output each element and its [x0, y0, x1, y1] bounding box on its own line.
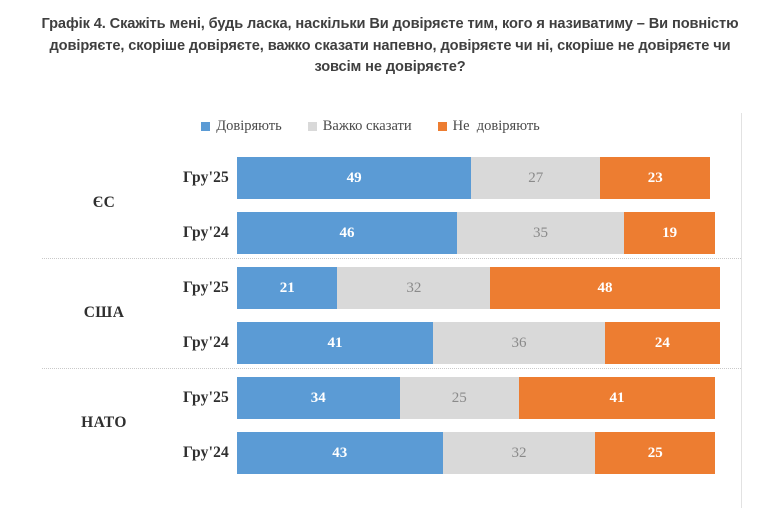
legend-item-label: Важко сказати	[322, 118, 412, 134]
stacked-bar: 34 25 41	[237, 377, 715, 419]
segment-trust: 21	[237, 267, 338, 309]
segment-value-label: 48	[597, 279, 613, 296]
bar-row: Гру'24 41 36 24	[0, 322, 741, 364]
bar-category-label: Гру'24	[182, 224, 229, 241]
chart-group: НАТО Гру'25 34 25 41 Гру'24 43 32 25	[0, 368, 741, 478]
segment-value-label: 27	[528, 169, 544, 186]
segment-value-label: 36	[511, 334, 527, 351]
chart-legend: Довіряють Важко сказати Не довіряють	[0, 118, 741, 135]
legend-item[interactable]: Не довіряють	[437, 118, 540, 135]
bar-row: Гру'24 43 32 25	[0, 432, 741, 474]
segment-value-label: 35	[533, 224, 549, 241]
square-swatch-icon	[437, 122, 447, 131]
segment-value-label: 25	[451, 389, 467, 406]
segment-value-label: 32	[511, 444, 527, 461]
segment-value-label: 43	[332, 444, 348, 461]
segment-trust: 46	[237, 212, 457, 254]
segment-value-label: 32	[406, 279, 422, 296]
chart-title-block: Графік 4. Скажіть мені, будь ласка, наск…	[28, 0, 752, 79]
legend-item-label: Довіряють	[216, 118, 282, 134]
segment-distrust: 41	[519, 377, 715, 419]
group-label: ЄС	[92, 194, 116, 211]
page-title: Графік 4. Скажіть мені, будь ласка, наск…	[41, 16, 739, 76]
bar-row: Гру'25 49 27 23	[0, 157, 741, 199]
segment-trust: 49	[237, 157, 472, 199]
segment-value-label: 25	[647, 444, 663, 461]
bar-category-label: Гру'24	[182, 444, 229, 461]
bar-category-label: Гру'24	[182, 334, 229, 351]
stacked-bar: 21 32 48	[237, 267, 720, 309]
segment-trust: 34	[237, 377, 400, 419]
legend-item-label: Не довіряють	[452, 118, 540, 134]
segment-distrust: 19	[624, 212, 715, 254]
segment-hard-to-say: 32	[442, 432, 596, 474]
segment-distrust: 23	[600, 157, 711, 199]
square-swatch-icon	[201, 122, 211, 131]
segment-distrust: 48	[490, 267, 720, 309]
segment-hard-to-say: 35	[456, 212, 625, 254]
segment-value-label: 34	[310, 389, 326, 406]
legend-item[interactable]: Важко сказати	[307, 118, 412, 135]
segment-value-label: 21	[279, 279, 295, 296]
chart-group: США Гру'25 21 32 48 Гру'24 41 36 24	[0, 258, 741, 368]
chart-area: Довіряють Важко сказати Не довіряють ЄС Гру…	[0, 104, 780, 515]
group-separator	[42, 258, 741, 259]
segment-trust: 41	[237, 322, 433, 364]
segment-hard-to-say: 32	[337, 267, 491, 309]
stacked-bar: 49 27 23	[237, 157, 715, 199]
group-label: НАТО	[81, 414, 127, 431]
chart-plot: ЄС Гру'25 49 27 23 Гру'24 46 35 19 США Гру'25 21 32 4…	[0, 148, 741, 508]
bar-category-label: Гру'25	[182, 169, 229, 186]
segment-value-label: 19	[662, 224, 678, 241]
segment-hard-to-say: 25	[399, 377, 520, 419]
segment-value-label: 49	[346, 169, 362, 186]
segment-value-label: 24	[654, 334, 670, 351]
stacked-bar: 46 35 19	[237, 212, 715, 254]
segment-trust: 43	[237, 432, 443, 474]
group-separator	[42, 368, 741, 369]
segment-hard-to-say: 27	[471, 157, 601, 199]
chart-group: ЄС Гру'25 49 27 23 Гру'24 46 35 19	[0, 148, 741, 258]
chart-right-border	[741, 113, 742, 508]
segment-value-label: 23	[647, 169, 663, 186]
segment-value-label: 41	[609, 389, 625, 406]
bar-row: Гру'25 21 32 48	[0, 267, 741, 309]
segment-distrust: 24	[605, 322, 720, 364]
square-swatch-icon	[307, 122, 317, 131]
segment-hard-to-say: 36	[432, 322, 606, 364]
bar-category-label: Гру'25	[182, 389, 229, 406]
stacked-bar: 41 36 24	[237, 322, 720, 364]
bar-row: Гру'24 46 35 19	[0, 212, 741, 254]
legend-item[interactable]: Довіряють	[201, 118, 282, 135]
stacked-bar: 43 32 25	[237, 432, 715, 474]
group-label: США	[83, 304, 125, 321]
segment-value-label: 41	[327, 334, 343, 351]
bar-category-label: Гру'25	[182, 279, 229, 296]
segment-value-label: 46	[339, 224, 355, 241]
segment-distrust: 25	[595, 432, 715, 474]
bar-row: Гру'25 34 25 41	[0, 377, 741, 419]
